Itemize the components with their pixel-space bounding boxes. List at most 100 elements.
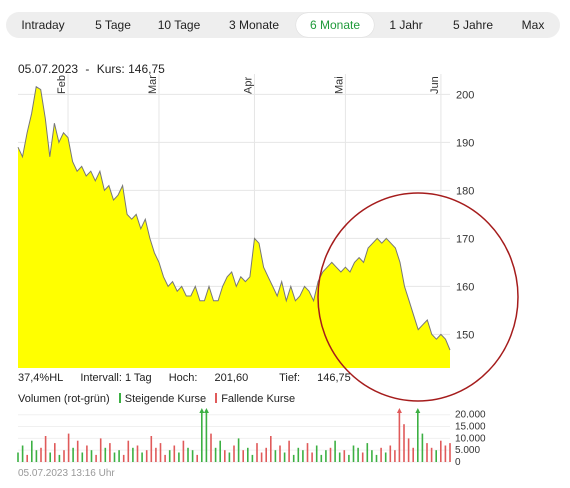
volume-bar (224, 450, 226, 462)
volume-overflow-arrow (199, 408, 205, 413)
volume-bar (389, 445, 392, 462)
price-label: Kurs: (96, 62, 125, 76)
tab-3-monate[interactable]: 3 Monate (228, 18, 280, 32)
tab-6-monate[interactable]: 6 Monate (296, 13, 374, 37)
volume-bar (279, 445, 281, 462)
volume-bar (256, 443, 258, 462)
volume-bar (325, 450, 327, 462)
volume-bar (297, 447, 300, 462)
volume-bar (247, 447, 249, 462)
x-tick-label: Mai (333, 76, 345, 94)
volume-bar (95, 454, 97, 462)
volume-bar (435, 450, 437, 462)
volume-bar (72, 447, 74, 462)
volume-bar (104, 447, 107, 462)
volume-bar (260, 452, 263, 462)
y-tick-label: 200 (456, 89, 474, 101)
rising-marker (118, 393, 121, 403)
volume-bar (426, 443, 428, 462)
volume-bar (21, 445, 24, 462)
volume-bar (251, 454, 254, 462)
highlight-circle (317, 192, 519, 402)
volume-tick-label: 20.000 (455, 410, 486, 421)
volume-bar (329, 447, 332, 462)
volume-bar (444, 445, 447, 462)
price-line (17, 85, 451, 351)
volume-bar (35, 450, 38, 462)
volume-bar (417, 412, 419, 462)
volume-bar (315, 445, 318, 462)
volume-bar (219, 440, 221, 462)
volume-overflow-arrow (415, 408, 421, 413)
price-area (18, 86, 450, 368)
volume-bar (440, 440, 442, 462)
volume-bar (398, 412, 401, 462)
y-tick-label: 190 (456, 137, 474, 149)
volume-bar (187, 447, 189, 462)
low-label: Tief: (279, 372, 301, 384)
volume-bar (214, 447, 217, 462)
volume-bar (31, 440, 33, 462)
volume-bar (412, 447, 414, 462)
volume-legend: Volumen (rot-grün) Steigende Kurse Falle… (18, 393, 295, 405)
volume-bar (155, 447, 157, 462)
volume-tick-label: 15.000 (455, 422, 486, 433)
volume-bar (145, 450, 148, 462)
tab-intraday[interactable]: Intraday (21, 18, 65, 32)
volume-bar (366, 443, 369, 462)
falling-label: Fallende Kurse (221, 393, 296, 405)
volume-bar (17, 452, 19, 462)
volume-bar (54, 443, 56, 462)
volume-bar (233, 445, 235, 462)
high-value: 201,60 (214, 372, 249, 384)
tab-1-jahr[interactable]: 1 Jahr (389, 18, 423, 32)
volume-bar (205, 412, 208, 462)
volume-bar (86, 445, 88, 462)
volume-bar (407, 438, 410, 462)
volume-bar (191, 450, 194, 462)
volume-bar (384, 452, 387, 462)
volume-bar (178, 452, 180, 462)
price-date: 05.07.2023 (18, 62, 79, 76)
volume-bar (164, 454, 166, 462)
volume-bar (449, 443, 451, 462)
volume-bar (173, 445, 176, 462)
volume-bar (228, 452, 231, 462)
price-separator: - (85, 62, 90, 76)
volume-bar (201, 412, 203, 462)
volume-bar (283, 452, 286, 462)
volume-bar (334, 440, 336, 462)
x-tick-label: Jun (429, 76, 441, 94)
volume-bar (430, 447, 433, 462)
volume-bar (338, 452, 341, 462)
y-tick-label: 160 (456, 281, 474, 293)
volume-bar (210, 433, 212, 462)
volume-bar (302, 450, 304, 462)
volume-bar (150, 436, 153, 462)
y-tick-label: 150 (456, 329, 474, 341)
tab-5-tage[interactable]: 5 Tage (95, 18, 131, 32)
volume-bar (306, 443, 309, 462)
volume-bar (26, 454, 28, 462)
volume-overflow-arrow (396, 408, 402, 413)
tab-max[interactable]: Max (521, 18, 545, 32)
volume-bar (421, 433, 424, 462)
volume-bar (196, 454, 198, 462)
volume-bar (118, 450, 120, 462)
volume-title: Volumen (rot-grün) (18, 393, 110, 405)
chart-stats: 37,4%HL Intervall: 1 Tag Hoch: 201,60 Ti… (18, 372, 379, 384)
volume-bar (136, 445, 139, 462)
volume-bar (380, 447, 382, 462)
volume-bar (109, 443, 111, 462)
volume-bar (58, 454, 61, 462)
tab-10-tage[interactable]: 10 Tage (157, 18, 201, 32)
volume-bar (242, 450, 244, 462)
volume-bar (394, 450, 396, 462)
volume-bar (320, 454, 323, 462)
volume-bar (274, 450, 277, 462)
x-tick-label: Feb (56, 75, 68, 94)
interval-value: Intervall: 1 Tag (80, 372, 152, 384)
timestamp-footer: 05.07.2023 13:16 Uhr (18, 468, 115, 479)
tab-5-jahre[interactable]: 5 Jahre (452, 18, 494, 32)
